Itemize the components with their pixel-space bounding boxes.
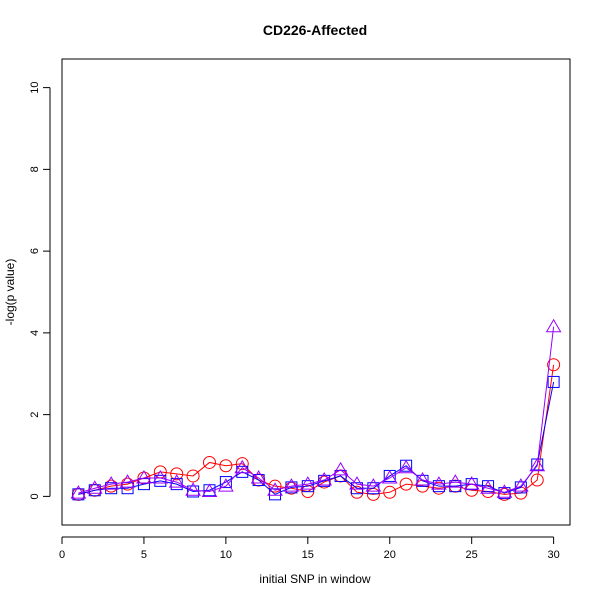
- data-point-triangle: [512, 478, 529, 492]
- data-point-square: [121, 482, 134, 495]
- data-point-square: [236, 465, 249, 478]
- data-point-square: [318, 474, 331, 487]
- x-tick-label: 30: [547, 549, 559, 561]
- y-tick-label: 2: [29, 412, 41, 418]
- data-point-triangle: [70, 485, 87, 499]
- data-point-triangle: [152, 469, 169, 484]
- data-point-triangle: [545, 318, 562, 333]
- data-point-triangle: [218, 478, 234, 492]
- data-point-triangle: [86, 480, 103, 494]
- data-point-square: [350, 482, 363, 495]
- data-point-square: [416, 474, 429, 487]
- data-point-triangle: [201, 483, 218, 497]
- data-point-triangle: [480, 480, 496, 494]
- x-tick-label: 25: [466, 549, 478, 561]
- y-tick-label: 4: [29, 330, 41, 336]
- data-point-circle: [547, 358, 561, 372]
- series-line: [78, 364, 555, 495]
- y-tick-label: 6: [29, 248, 41, 254]
- data-point-triangle: [529, 457, 546, 472]
- data-point-square: [547, 375, 560, 388]
- data-point-square: [72, 488, 85, 501]
- y-axis: 0 2 4 6 8 10: [29, 81, 51, 499]
- data-point-triangle: [168, 474, 185, 488]
- data-point-triangle: [250, 469, 267, 484]
- data-point-triangle: [463, 476, 480, 490]
- data-point-circle: [530, 473, 544, 487]
- data-point-circle: [202, 455, 216, 469]
- x-tick-label: 0: [59, 549, 65, 561]
- data-point-triangle: [349, 476, 365, 490]
- data-point-triangle: [398, 459, 414, 474]
- y-axis-label: -log(p value): [3, 259, 17, 326]
- chart-title: CD226-Affected: [263, 22, 367, 38]
- data-point-triangle: [447, 474, 464, 488]
- data-point-triangle: [283, 478, 300, 492]
- data-point-triangle: [103, 476, 120, 490]
- data-point-triangle: [496, 484, 513, 498]
- data-point-triangle: [299, 476, 316, 490]
- data-point-triangle: [234, 459, 251, 474]
- data-point-triangle: [185, 482, 201, 496]
- series-triangle: [70, 318, 562, 499]
- data-point-square: [449, 480, 462, 493]
- y-tick-label: 0: [29, 493, 41, 499]
- data-point-triangle: [119, 474, 136, 488]
- data-point-circle: [399, 477, 413, 491]
- data-point-circle: [383, 485, 397, 499]
- data-point-triangle: [316, 472, 333, 486]
- data-point-square: [187, 485, 200, 498]
- data-point-triangle: [365, 478, 382, 492]
- x-tick-label: 10: [220, 549, 232, 561]
- y-tick-label: 8: [29, 166, 41, 172]
- data-point-triangle: [332, 461, 349, 476]
- data-point-triangle: [431, 476, 447, 490]
- series-layer: [70, 318, 562, 501]
- data-point-triangle: [381, 469, 398, 484]
- y-tick-label: 10: [29, 81, 41, 93]
- data-point-circle: [170, 467, 184, 481]
- data-point-square: [137, 478, 150, 491]
- data-point-circle: [219, 459, 233, 473]
- data-point-circle: [186, 469, 200, 483]
- data-point-square: [105, 482, 118, 495]
- data-point-square: [219, 476, 232, 489]
- data-point-square: [514, 481, 527, 494]
- x-axis: 0 5 10 15 20 25 30: [59, 536, 560, 561]
- data-point-square: [269, 488, 282, 501]
- data-point-triangle: [136, 469, 152, 484]
- x-tick-label: 20: [384, 549, 396, 561]
- data-point-circle: [235, 457, 249, 471]
- data-point-square: [498, 487, 511, 500]
- x-tick-label: 5: [141, 549, 147, 561]
- series-square: [72, 375, 560, 501]
- x-axis-label: initial SNP in window: [259, 572, 370, 586]
- data-point-triangle: [414, 472, 431, 486]
- series-line: [78, 326, 555, 494]
- data-point-triangle: [267, 482, 283, 496]
- plot-area-frame: [61, 58, 571, 526]
- x-tick-label: 15: [302, 549, 314, 561]
